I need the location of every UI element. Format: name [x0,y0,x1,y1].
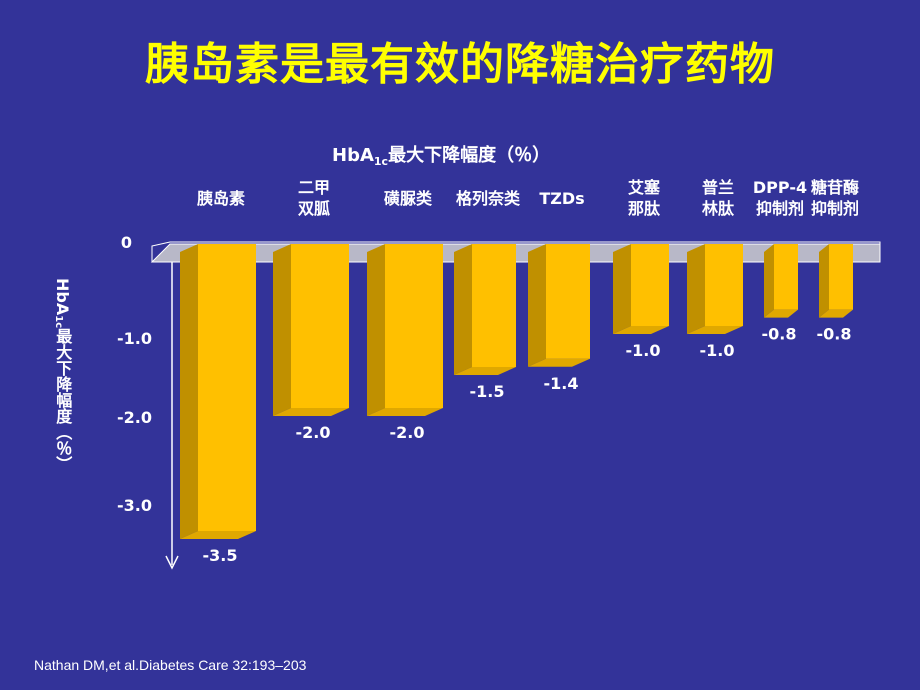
value-label-6: -1.0 [700,341,735,360]
bar-side-5 [613,244,631,334]
bar-side-6 [687,244,705,334]
y-tick-1: -1.0 [117,329,152,348]
value-label-0: -3.5 [203,546,238,565]
category-label-5: 艾塞 那肽 [627,178,660,218]
bar-side-1 [273,244,291,416]
zero-plane-outline [151,241,881,263]
bar-side-8 [819,244,829,318]
bar-bottom-7 [764,309,798,318]
y-axis-label: HbA1c最大下降幅度（％） [48,278,72,472]
chart-caption: HbA1c最大下降幅度（％） [332,141,550,168]
value-label-3: -1.5 [470,382,505,401]
bar-side-3 [454,244,472,375]
value-label-7: -0.8 [762,325,797,344]
bar-side-4 [528,244,546,367]
value-label-8: -0.8 [817,325,852,344]
bar-2 [385,244,443,408]
slide-title: 胰岛素是最有效的降糖治疗药物 [145,39,775,90]
value-label-1: -2.0 [296,423,331,442]
category-label-4: TZDs [539,189,585,208]
bar-3 [472,244,516,367]
caption-rest: 最大下降幅度（％） [388,145,551,166]
bar-bottom-2 [367,408,443,416]
bar-side-0 [180,244,198,539]
bar-bottom-3 [454,367,516,375]
ylabel-main: HbA [53,278,73,316]
caption-main: HbA [332,145,374,166]
category-label-6: 普兰 林肽 [701,178,734,218]
category-label-3: 格列奈类 [455,189,520,208]
bar-7 [774,244,798,310]
y-axis-arrow [165,555,179,570]
category-label-2: 磺脲类 [383,189,432,208]
value-label-2: -2.0 [390,423,425,442]
bar-side-7 [764,244,774,318]
y-tick-2: -2.0 [117,408,152,427]
bar-bottom-1 [273,408,349,416]
caption-subscript: 1c [373,155,389,168]
ylabel-subscript: 1c [53,315,64,329]
bar-bottom-0 [180,531,256,539]
bar-5 [631,244,669,326]
ylabel-rest: 最大下降幅度（％） [53,328,73,473]
bar-bottom-5 [613,326,669,334]
category-label-8: 糖苷酶 抑制剂 [810,178,859,218]
bar-8 [829,244,853,310]
bar-6 [705,244,743,326]
bar-bottom-4 [528,358,590,367]
bar-0 [198,244,256,531]
category-label-1: 二甲 双胍 [297,178,330,218]
category-label-0: 胰岛素 [196,189,245,208]
value-label-5: -1.0 [626,341,661,360]
y-tick-0: 0 [120,233,132,252]
bar-side-2 [367,244,385,416]
bar-4 [546,244,590,359]
bar-bottom-8 [819,309,853,318]
category-label-7: DPP-4 抑制剂 [752,178,808,218]
y-tick-3: -3.0 [117,496,152,515]
bar-1 [291,244,349,408]
bar-bottom-6 [687,326,743,334]
value-label-4: -1.4 [544,374,579,393]
citation: Nathan DM,et al.Diabetes Care 32:193–203 [34,657,307,673]
